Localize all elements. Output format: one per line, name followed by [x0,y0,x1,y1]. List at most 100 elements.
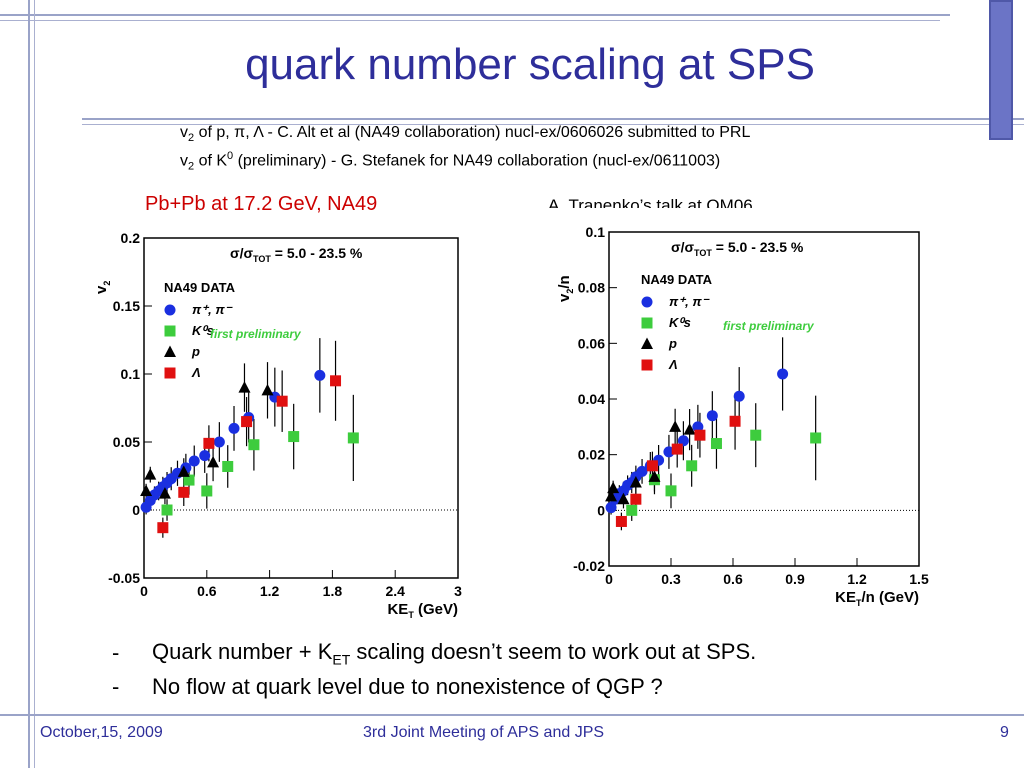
legend-marker [641,296,653,308]
y-tick-label: 0 [597,502,605,518]
data-point [241,416,253,428]
footer-page-number: 9 [1000,724,1009,741]
x-tick-label: 1.2 [847,571,867,587]
x-tick-label: 0.9 [785,571,805,587]
legend-label: p [191,344,200,359]
legend-header: NA49 DATA [641,272,713,287]
right-chart-panel: 0 0.3 0.6 0.9 1.2 1.5 -0.02 0 0.02 0.04 0.06 0.08 0.… [531,208,937,618]
data-point [207,455,220,468]
data-point [646,460,658,472]
legend-header: NA49 DATA [164,280,236,295]
top-rule-thin [0,20,940,21]
legend-label: K⁰s [669,315,691,330]
x-tick-label: 0 [605,571,613,587]
data-point [665,485,677,497]
y-axis-label: v2/n [556,275,575,302]
data-point [222,460,234,472]
x-tick-label: 0.6 [723,571,743,587]
slide-title: quark number scaling at SPS [245,40,815,89]
x-tick-label: 0.6 [197,583,217,599]
x-tick-label: 3 [454,583,462,599]
y-tick-label: 0 [132,502,140,518]
data-point [683,423,696,435]
data-point [314,369,326,381]
data-point [347,432,359,444]
footer-meeting: 3rd Joint Meeting of APS and JPS [363,724,605,741]
bullet-1-pre: Quark number + K [152,638,333,664]
ref2-v: v [180,152,188,170]
legend-marker [164,304,176,316]
data-point [663,446,675,458]
reference-1: v2 of p, π, Λ - C. Alt et al (NA49 colla… [180,124,750,144]
x-axis-label: KET (GeV) [387,601,458,620]
data-point [248,439,260,451]
data-point [178,486,190,498]
data-point [686,460,698,472]
footer-rule [0,714,1024,716]
data-point [733,390,745,402]
data-point [629,476,642,488]
chart-title: σ/σTOT = 5.0 - 23.5 % [230,245,363,264]
legend-label: π⁺, π⁻ [669,294,711,309]
y-tick-label: 0.05 [113,434,140,450]
data-point [177,465,190,477]
data-point [648,470,661,482]
data-point [203,437,215,449]
x-tick-label: 2.4 [385,583,405,599]
data-point [694,429,706,441]
data-point [183,474,195,486]
data-point [810,432,822,444]
top-rule [0,14,950,16]
data-point [605,489,618,502]
data-point [158,487,171,499]
y-tick-label: 0.06 [578,335,605,351]
y-tick-label: 0.1 [586,224,606,240]
legend-marker [164,367,176,379]
right-chart: 0 0.3 0.6 0.9 1.2 1.5-0.0200.020.040.060.080.… [556,224,929,608]
chart-title: σ/σTOT = 5.0 - 23.5 % [671,239,804,258]
data-point [188,455,200,467]
bullet-text: No flow at quark level due to nonexisten… [152,674,663,699]
legend-marker [641,317,653,329]
y-tick-label: -0.05 [108,570,140,586]
ref1-v: v [180,124,188,141]
sidebar-accent-block [989,0,1013,140]
data-point [199,450,211,462]
ref2-sub: 2 [188,160,195,173]
x-tick-label: 0.3 [661,571,681,587]
bullet-list: - Quark number + KET scaling doesn’t see… [112,636,756,704]
data-point [617,492,630,505]
legend-marker [164,325,176,337]
ref2-mid: of K [194,152,228,170]
footer-date: October,15, 2009 [40,724,163,741]
left-chart-caption: Pb+Pb at 17.2 GeV, NA49 [145,193,378,215]
x-tick-label: 0 [140,583,148,599]
y-tick-label: -0.02 [573,558,605,574]
ref2-text: (preliminary) - G. Stefanek for NA49 col… [233,152,721,170]
data-point [161,504,173,516]
preliminary-note: first preliminary [210,327,302,341]
data-point [140,484,153,496]
data-point [605,502,617,514]
reference-2: v2 of K0 (preliminary) - G. Stefanek for… [180,150,720,173]
y-tick-label: 0.04 [578,391,605,407]
left-rule-thin [34,0,35,768]
x-axis-label: KET/n (GeV) [835,589,919,608]
data-point [228,422,240,434]
bullet-item-2: - No flow at quark level due to nonexist… [112,670,756,704]
data-point [750,429,762,441]
y-tick-label: 0.1 [121,366,141,382]
left-rule [28,0,30,768]
data-point [144,468,157,480]
data-point [692,421,704,433]
legend-marker [641,359,653,371]
data-point [677,435,689,447]
bullet-dash: - [112,674,120,699]
bullet-1-post: scaling doesn’t seem to work out at SPS. [350,638,757,664]
ref1-text: of p, π, Λ - C. Alt et al (NA49 collabor… [194,124,751,141]
y-tick-label: 0.02 [578,447,605,463]
ref1-sub: 2 [188,132,195,145]
data-point [626,504,638,516]
data-point [671,443,683,455]
